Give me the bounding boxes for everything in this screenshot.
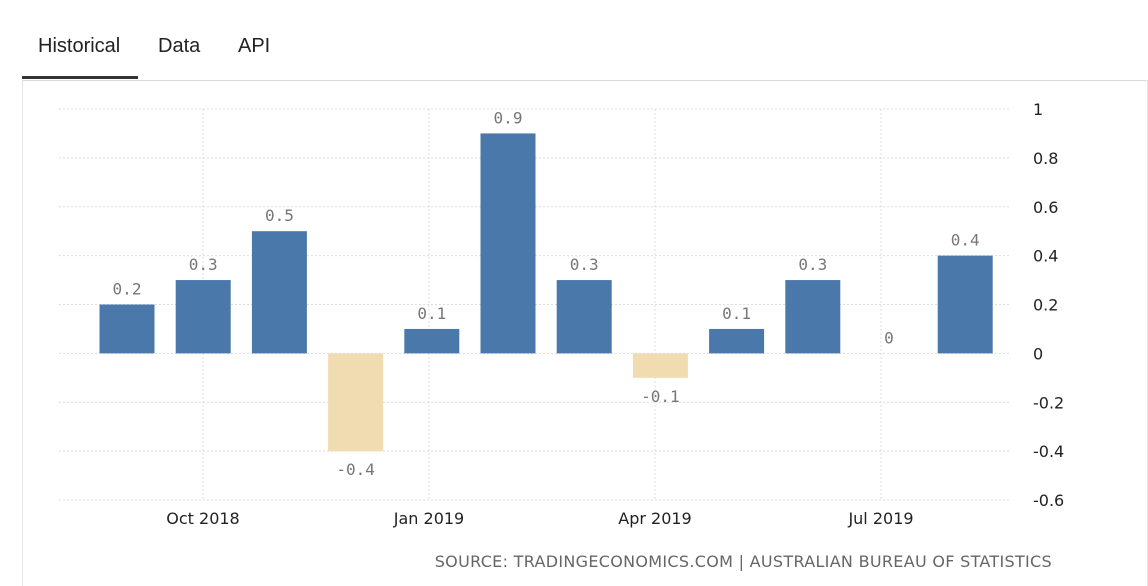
chart-panel: 1 0.8 0.6 0.4 0.2 0 -0.2 -0.4 -0.6 Oct 2018 Jan 20… [22,80,1148,586]
tab-api[interactable]: API [238,35,271,57]
data-label: 0.1 [722,304,751,323]
y-tick-label: 0.8 [1033,149,1058,168]
data-label: -0.4 [336,460,375,479]
x-tick-label: Apr 2019 [618,509,691,528]
y-tick-label: 0.2 [1033,296,1058,315]
bar [404,328,460,354]
data-label: -0.1 [641,387,680,406]
data-label: 0.4 [951,231,980,250]
bar [632,353,688,378]
data-label: 0.3 [570,255,599,274]
tab-historical[interactable]: Historical [38,35,121,57]
bar [328,353,384,452]
data-label: 0.2 [113,280,142,299]
bar-chart: 1 0.8 0.6 0.4 0.2 0 -0.2 -0.4 -0.6 Oct 2018 Jan 20… [59,100,1064,528]
data-label: 0 [884,328,894,347]
source-credit: SOURCE: TRADINGECONOMICS.COM | AUSTRALIA… [434,552,1052,571]
x-tick-label: Oct 2018 [166,509,239,528]
tab-data[interactable]: Data [158,35,201,57]
data-label: 0.1 [417,304,446,323]
bar [480,133,536,354]
bar [99,304,155,354]
bar [785,280,841,354]
tab-bar: Historical Data API [22,0,1148,81]
y-tick-label: 1 [1033,100,1043,119]
bar [251,231,307,354]
bar [709,328,765,354]
bar [175,280,231,354]
x-tick-label: Jan 2019 [393,509,464,528]
y-tick-label: 0.6 [1033,198,1058,217]
y-tick-label: -0.4 [1033,442,1064,461]
bar [937,255,993,354]
bar [556,280,612,354]
y-tick-label: -0.6 [1033,491,1064,510]
active-tab-indicator [22,76,138,79]
y-tick-label: -0.2 [1033,393,1064,412]
data-label: 0.5 [265,206,294,225]
y-tick-label: 0.4 [1033,247,1058,266]
data-label: 0.3 [189,255,218,274]
data-label: 0.9 [494,108,523,127]
y-tick-label: 0 [1033,344,1043,363]
data-label: 0.3 [798,255,827,274]
x-tick-label: Jul 2019 [847,509,913,528]
